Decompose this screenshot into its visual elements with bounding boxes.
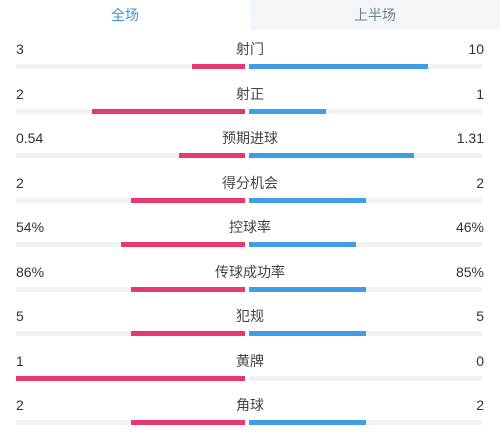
away-bar [249,286,366,292]
home-bar [16,375,245,381]
away-bar-track [249,153,482,158]
away-value: 0 [476,352,484,369]
home-bar-track [16,420,245,425]
home-value: 2 [16,174,24,191]
stat-label: 角球 [236,397,264,413]
home-bar-track [16,286,245,292]
home-bar-track [16,153,245,158]
stats-list: 3 射门 10 2 射正 1 0.54 预期进球 1.31 2 得分机会 2 54% 控球率 46% 86% 传… [0,35,500,436]
away-bar [249,64,429,69]
stat-row: 2 得分机会 2 [0,169,500,214]
home-value: 2 [16,397,24,413]
stat-row: 1 黄牌 0 [0,347,500,392]
home-bar [130,286,245,292]
stat-row: 54% 控球率 46% [0,213,500,258]
away-bar-track [249,286,482,292]
home-value: 54% [16,219,45,235]
away-value: 10 [468,41,484,57]
home-bar-track [16,375,245,381]
stat-label: 射正 [236,85,264,102]
stat-label: 犯规 [236,308,264,324]
home-bar-track [16,64,245,69]
stat-label: 预期进球 [222,130,278,146]
home-value: 2 [16,85,24,102]
stat-row: 3 射门 10 [0,35,500,80]
home-value: 5 [16,308,24,324]
tab-first-half[interactable]: 上半场 [250,0,500,30]
home-bar-track [16,108,245,114]
home-bar [178,153,245,158]
away-value: 46% [455,219,484,235]
away-value: 5 [476,308,484,324]
stat-row: 5 犯规 5 [0,302,500,347]
away-bar [249,153,415,158]
away-value: 1.31 [456,130,484,146]
stat-row: 2 角球 2 [0,391,500,436]
home-bar [130,331,245,336]
away-bar [249,331,366,336]
stat-row: 0.54 预期进球 1.31 [0,124,500,169]
away-value: 1 [476,85,484,102]
home-bar-track [16,197,245,203]
home-bar [192,64,245,69]
home-bar [91,108,245,114]
away-bar-track [249,108,482,114]
away-bar-track [249,420,482,425]
home-bar [130,420,245,425]
stat-label: 传球成功率 [215,263,285,280]
stat-label: 黄牌 [236,352,264,369]
stat-row: 2 射正 1 [0,80,500,125]
home-bar [121,242,245,247]
away-bar-track [249,375,482,381]
away-bar [249,420,366,425]
home-bar-track [16,242,245,247]
away-bar-track [249,242,482,247]
away-bar-track [249,197,482,203]
away-bar [249,242,357,247]
home-value: 1 [16,352,24,369]
away-bar [249,108,326,114]
away-bar [249,197,366,203]
tab-full-match[interactable]: 全场 [0,0,250,30]
home-value: 0.54 [16,130,44,146]
home-value: 3 [16,41,24,57]
stat-label: 射门 [236,41,264,57]
period-tabs: 全场 上半场 [0,0,500,30]
stat-label: 得分机会 [222,174,278,191]
home-bar [130,197,245,203]
away-bar-track [249,331,482,336]
away-value: 85% [455,263,484,280]
home-value: 86% [16,263,45,280]
stat-row: 86% 传球成功率 85% [0,258,500,303]
away-bar-track [249,64,482,69]
stat-label: 控球率 [229,219,271,235]
home-bar-track [16,331,245,336]
away-value: 2 [476,174,484,191]
away-value: 2 [476,397,484,413]
